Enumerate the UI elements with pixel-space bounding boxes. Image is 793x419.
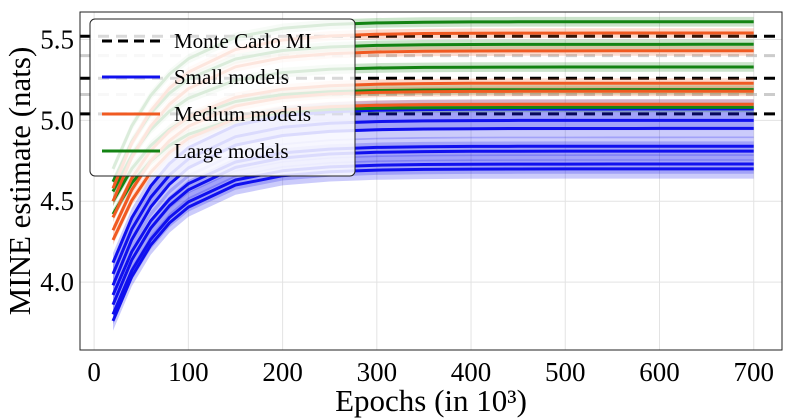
plot-frame — [79, 11, 783, 351]
x-tick-label: 0 — [87, 357, 101, 387]
x-tick-label: 500 — [545, 357, 586, 387]
legend-box — [89, 18, 356, 177]
x-axis-label: Epochs (in 10³) — [335, 383, 527, 418]
series-line — [111, 144, 754, 296]
y-tick-label: 4.5 — [40, 186, 74, 216]
x-tick-label: 600 — [639, 357, 680, 387]
legend: Monte Carlo MI Small models Medium model… — [89, 18, 356, 177]
x-tick-label: 200 — [262, 357, 303, 387]
legend-label-medium: Medium models — [174, 102, 311, 126]
x-tick-label: 300 — [357, 357, 398, 387]
series-line — [111, 149, 754, 306]
legend-label-monte-carlo: Monte Carlo MI — [174, 29, 312, 53]
series-band — [113, 154, 754, 325]
legend-label-large: Large models — [174, 139, 289, 163]
series-band — [113, 99, 754, 273]
x-tick-label: 700 — [733, 357, 774, 387]
x-tick-label: 100 — [168, 357, 209, 387]
legend-label-small: Small models — [174, 65, 289, 89]
series-line — [111, 118, 754, 275]
y-tick-label: 5.5 — [40, 24, 74, 54]
y-axis-label: MINE estimate (nats) — [2, 47, 37, 316]
series-line — [111, 126, 754, 286]
series-line — [111, 162, 754, 315]
y-tick-label: 4.0 — [40, 267, 74, 297]
series-band — [113, 118, 754, 295]
series-band — [113, 141, 754, 315]
y-tick-label: 5.0 — [40, 105, 74, 135]
x-tick-labels: 0 100 200 300 400 500 600 700 — [87, 357, 774, 387]
x-tick-label: 400 — [451, 357, 492, 387]
series-line — [111, 167, 754, 322]
series-band — [113, 159, 754, 331]
series-band — [113, 136, 754, 305]
y-tick-labels: 4.0 4.5 5.0 5.5 — [40, 24, 74, 297]
